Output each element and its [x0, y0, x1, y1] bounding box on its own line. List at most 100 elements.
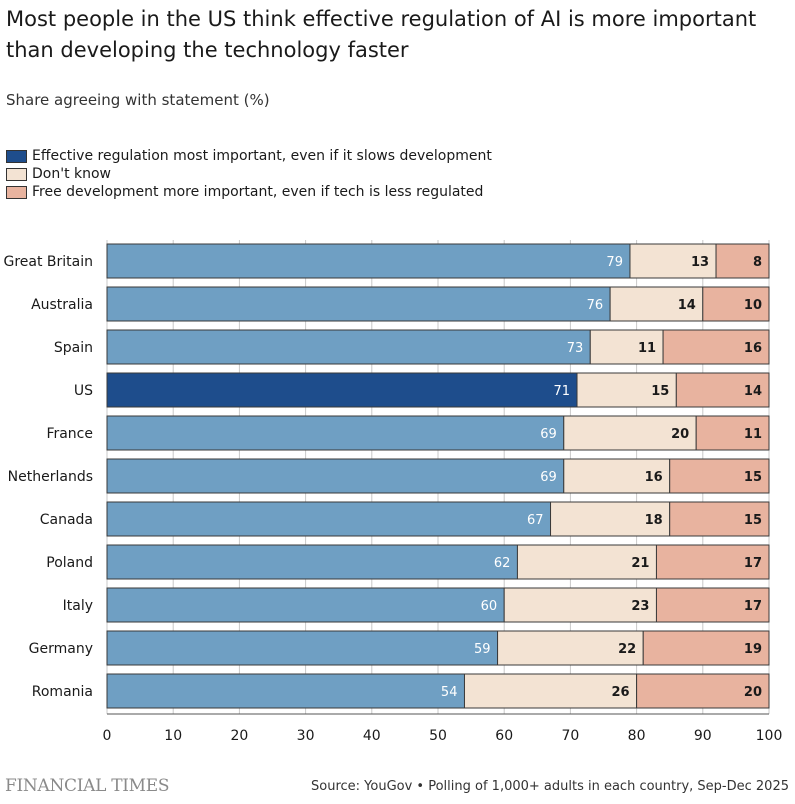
- free-development-segment: [702, 286, 770, 322]
- free-development-value-label: 15: [744, 470, 762, 485]
- x-tick-label: 30: [297, 728, 315, 744]
- dont-know-value-label: 11: [638, 341, 656, 356]
- free-development-value-label: 8: [753, 255, 762, 270]
- category-label: US: [74, 383, 93, 399]
- dont-know-value-label: 16: [645, 470, 663, 485]
- free-development-segment: [669, 501, 770, 537]
- dont-know-segment: [563, 415, 697, 451]
- x-tick-label: 10: [164, 728, 182, 744]
- free-development-value-label: 17: [744, 556, 762, 571]
- dont-know-segment: [503, 587, 657, 623]
- dont-know-value-label: 21: [631, 556, 649, 571]
- legend-item-dont-know: Don't know: [6, 165, 492, 183]
- regulation-value-label: 71: [553, 384, 570, 399]
- free-development-segment: [675, 372, 770, 408]
- free-development-value-label: 10: [744, 298, 762, 313]
- regulation-value-label: 76: [587, 298, 604, 313]
- chart-subtitle: Share agreeing with statement (%): [6, 91, 270, 109]
- source-note: Source: YouGov • Polling of 1,000+ adult…: [311, 779, 789, 794]
- category-label: Great Britain: [3, 254, 93, 270]
- brand-logo: FINANCIAL TIMES: [5, 776, 170, 796]
- legend-swatch-regulation: [6, 149, 27, 163]
- dont-know-value-label: 26: [612, 685, 630, 700]
- dont-know-value-label: 23: [631, 599, 649, 614]
- regulation-value-label: 59: [474, 642, 491, 657]
- regulation-segment: [106, 673, 465, 709]
- regulation-value-label: 60: [481, 599, 498, 614]
- x-tick-label: 50: [429, 728, 447, 744]
- free-development-segment: [636, 673, 770, 709]
- dont-know-value-label: 22: [618, 642, 636, 657]
- legend-label-free-development: Free development more important, even if…: [32, 184, 484, 200]
- x-tick-label: 40: [363, 728, 381, 744]
- free-development-segment: [715, 243, 770, 279]
- dont-know-segment: [576, 372, 677, 408]
- regulation-value-label: 79: [606, 255, 623, 270]
- free-development-value-label: 16: [744, 341, 762, 356]
- category-label: France: [46, 426, 93, 442]
- regulation-value-label: 69: [540, 427, 557, 442]
- dont-know-value-label: 20: [671, 427, 689, 442]
- x-tick-label: 70: [561, 728, 579, 744]
- free-development-value-label: 20: [744, 685, 762, 700]
- free-development-segment: [662, 329, 770, 365]
- free-development-value-label: 19: [744, 642, 762, 657]
- regulation-segment: [106, 415, 565, 451]
- regulation-value-label: 67: [527, 513, 544, 528]
- free-development-segment: [655, 587, 770, 623]
- x-tick-label: 90: [694, 728, 712, 744]
- x-tick-label: 60: [495, 728, 513, 744]
- dont-know-segment: [550, 501, 671, 537]
- category-label: Netherlands: [8, 469, 93, 485]
- dont-know-segment: [589, 329, 664, 365]
- regulation-segment: [106, 286, 611, 322]
- dont-know-value-label: 18: [645, 513, 663, 528]
- dont-know-segment: [629, 243, 717, 279]
- free-development-segment: [695, 415, 770, 451]
- regulation-segment: [106, 544, 518, 580]
- dont-know-segment: [516, 544, 657, 580]
- regulation-value-label: 62: [494, 556, 511, 571]
- regulation-segment: [106, 458, 565, 494]
- free-development-value-label: 15: [744, 513, 762, 528]
- free-development-value-label: 11: [744, 427, 762, 442]
- dont-know-segment: [563, 458, 671, 494]
- legend-label-dont-know: Don't know: [32, 166, 112, 182]
- dont-know-segment: [497, 630, 644, 666]
- dont-know-value-label: 13: [691, 255, 709, 270]
- category-label: Spain: [54, 340, 93, 356]
- legend: Effective regulation most important, eve…: [6, 147, 492, 201]
- legend-item-free-development: Free development more important, even if…: [6, 183, 492, 201]
- legend-swatch-dont-know: [6, 167, 27, 181]
- free-development-segment: [655, 544, 770, 580]
- regulation-segment: [106, 501, 552, 537]
- regulation-value-label: 73: [567, 341, 584, 356]
- dont-know-value-label: 14: [678, 298, 696, 313]
- category-label: Poland: [46, 555, 93, 571]
- category-label: Romania: [32, 684, 93, 700]
- regulation-segment: [106, 243, 631, 279]
- x-tick-label: 100: [756, 728, 783, 744]
- regulation-value-label: 69: [540, 470, 557, 485]
- chart-title: Most people in the US think effective re…: [6, 7, 757, 62]
- regulation-segment: [106, 372, 578, 408]
- free-development-value-label: 14: [744, 384, 762, 399]
- stacked-bar-chart: Great Britain 79 13 8 Australia 76 14 10 Spain 73…: [3, 240, 783, 744]
- dont-know-segment: [463, 673, 638, 709]
- category-label: Italy: [63, 598, 93, 614]
- category-label: Germany: [29, 641, 93, 657]
- regulation-segment: [106, 329, 591, 365]
- dont-know-value-label: 15: [651, 384, 669, 399]
- legend-label-regulation: Effective regulation most important, eve…: [32, 148, 492, 164]
- category-label: Australia: [31, 297, 93, 313]
- category-label: Canada: [40, 512, 93, 528]
- free-development-value-label: 17: [744, 599, 762, 614]
- regulation-segment: [106, 630, 499, 666]
- x-tick-label: 0: [103, 728, 112, 744]
- x-tick-label: 80: [628, 728, 646, 744]
- free-development-segment: [642, 630, 770, 666]
- legend-swatch-free-development: [6, 185, 27, 199]
- legend-item-regulation: Effective regulation most important, eve…: [6, 147, 492, 165]
- free-development-segment: [669, 458, 770, 494]
- x-tick-label: 20: [230, 728, 248, 744]
